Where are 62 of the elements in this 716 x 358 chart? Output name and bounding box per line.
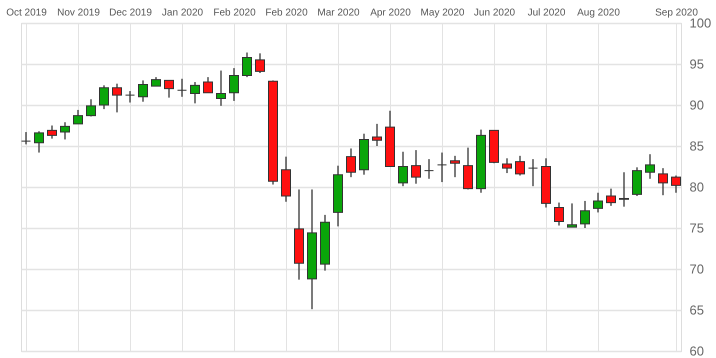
candlestick	[502, 158, 512, 174]
candlestick	[593, 192, 603, 214]
candlestick	[190, 81, 200, 104]
candlestick	[125, 90, 135, 104]
candlestick	[554, 202, 564, 226]
y-tick-label: 85	[690, 138, 704, 154]
x-tick-label: Feb 2020	[265, 8, 308, 18]
y-tick-label: 95	[690, 56, 704, 72]
candlestick	[515, 155, 525, 176]
candlestick	[437, 152, 447, 183]
candlestick	[34, 130, 44, 154]
candlestick	[86, 98, 96, 118]
candlestick	[138, 80, 148, 102]
candlestick	[398, 151, 408, 187]
y-tick-label: 70	[690, 262, 704, 276]
candlestick	[229, 67, 239, 102]
candlestick	[203, 76, 213, 94]
candlestick	[73, 109, 83, 125]
candlestick	[112, 83, 122, 114]
x-tick-label: Jan 2020	[162, 8, 204, 18]
candlestick	[21, 131, 31, 146]
candlestick	[99, 84, 109, 110]
x-tick-label: Dec 2019	[109, 8, 152, 18]
y-tick-label: 90	[690, 98, 704, 112]
x-tick-label: Jul 2020	[528, 8, 566, 18]
candlestick	[242, 52, 252, 78]
candlestick	[567, 202, 577, 228]
y-tick-label: 75	[690, 220, 704, 236]
candlestick	[372, 123, 382, 147]
x-tick-label: Jun 2020	[474, 8, 516, 18]
x-tick-label: Aug 2020	[577, 8, 620, 18]
candlestick	[450, 155, 460, 178]
x-tick-label: Apr 2020	[370, 8, 412, 18]
candlestick	[606, 188, 616, 207]
candlestick	[658, 167, 668, 196]
y-tick-label: 100	[690, 16, 712, 30]
y-tick-label: 80	[690, 180, 704, 194]
candlestick	[619, 172, 629, 208]
x-tick-label: Nov 2019	[57, 8, 100, 18]
y-tick-label: 65	[690, 302, 704, 318]
candlestick	[645, 154, 655, 180]
candlestick	[411, 149, 421, 184]
candlestick	[255, 52, 265, 74]
candlestick	[463, 146, 473, 190]
x-tick-label: Sep 2020	[655, 8, 698, 18]
candlestick	[671, 174, 681, 194]
candlestick	[346, 148, 356, 178]
candlestick	[151, 76, 161, 87]
candlestick	[580, 200, 590, 229]
x-tick-label: Oct 2019	[6, 8, 48, 18]
candlestick	[177, 78, 187, 98]
x-tick-label: Mar 2020	[317, 8, 360, 18]
candlestick	[424, 158, 434, 180]
candlestick	[216, 70, 226, 106]
candlestick	[60, 122, 70, 140]
candlestick	[47, 124, 57, 140]
x-tick-label: May 2020	[420, 8, 465, 18]
x-tick-label: Feb 2020	[213, 8, 256, 18]
candlestick	[632, 166, 642, 197]
candlestick	[528, 158, 538, 187]
candlestick	[164, 80, 174, 98]
y-tick-label: 60	[690, 344, 704, 358]
